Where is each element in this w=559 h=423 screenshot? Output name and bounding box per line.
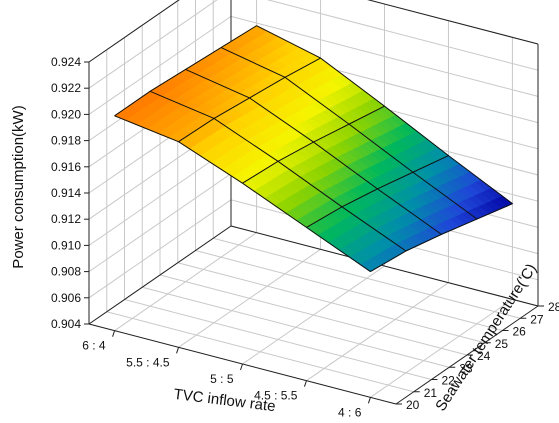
axes: [84, 61, 544, 405]
z-tick-label: 0.906: [51, 291, 81, 305]
z-tick-label: 0.922: [51, 81, 81, 95]
box-edge: [230, 225, 539, 307]
y-tick-label: 24: [477, 349, 491, 363]
box-edge: [367, 0, 539, 45]
x-tick-label: 4.5 : 5.5: [254, 389, 298, 403]
mesh-line: [220, 47, 478, 220]
mesh-line: [149, 90, 407, 252]
x-tick-mark: [240, 363, 243, 371]
x-tick-mark: [367, 397, 371, 404]
y-tick-label: 27: [530, 312, 544, 326]
z-tick-label: 0.914: [51, 186, 81, 200]
z-tick-label: 0.904: [51, 317, 81, 331]
y-tick-label: 21: [424, 386, 438, 400]
tick-labels: 0.904 0.906 0.908 0.910 0.912 0.914 0.916 0.918…: [51, 55, 559, 419]
z-tick-label: 0.920: [51, 107, 81, 121]
x-tick-label: 5.5 : 4.5: [126, 355, 170, 369]
surface: [114, 25, 513, 273]
x-tick-label: 4 : 6: [338, 405, 362, 419]
grid-line: [242, 265, 385, 365]
mesh-line: [185, 68, 442, 235]
z-tick-label: 0.924: [51, 55, 81, 69]
x-tick-mark: [112, 330, 116, 337]
y-tick-label: 23: [459, 361, 473, 375]
y-tick-label: 26: [513, 325, 527, 339]
box-edge: [88, 0, 180, 63]
z-tick-label: 0.910: [51, 238, 81, 252]
x-tick-label: 5 : 5: [210, 372, 234, 386]
grid-line: [306, 282, 449, 382]
y-tick-label: 20: [406, 398, 420, 412]
y-tick-label: 28: [548, 300, 559, 314]
y-tick-label: 25: [495, 337, 509, 351]
y-tick-label: 22: [442, 374, 456, 388]
z-tick-label: 0.908: [51, 265, 81, 279]
z-tick-label: 0.916: [51, 160, 81, 174]
mesh-line: [114, 115, 371, 272]
box-edge: [88, 225, 232, 325]
grid-line: [178, 248, 321, 348]
z-tick-label: 0.918: [51, 134, 81, 148]
grid-line: [370, 298, 513, 398]
x-tick-label: 6 : 4: [82, 339, 106, 353]
z-axis-title: Power consumption(kW): [10, 105, 27, 268]
x-tick-mark: [176, 347, 180, 354]
grid-line: [114, 232, 257, 332]
mesh-line: [256, 25, 513, 205]
x-tick-mark: [303, 380, 307, 387]
z-tick-label: 0.912: [51, 212, 81, 226]
